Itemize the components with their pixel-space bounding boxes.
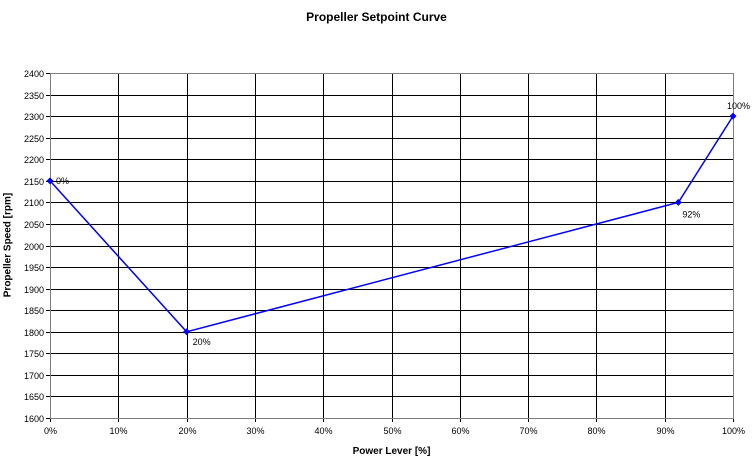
data-label: 100%: [727, 101, 750, 111]
data-point-marker: [46, 177, 54, 185]
y-axis-title: Propeller Speed [rpm]: [2, 192, 14, 298]
y-tick-label: 1650: [24, 392, 44, 402]
data-point-marker: [183, 328, 191, 336]
data-label: 20%: [193, 337, 211, 347]
y-tick-label: 1850: [24, 306, 44, 316]
x-tick-label: 0%: [44, 426, 57, 436]
y-tick-label: 1600: [24, 414, 44, 424]
data-point-marker: [729, 112, 737, 120]
y-tick-label: 1700: [24, 371, 44, 381]
x-tick-label: 80%: [587, 426, 605, 436]
plot-background: [50, 73, 733, 418]
data-label: 0%: [56, 176, 69, 186]
x-axis-title: Power Lever [%]: [352, 446, 431, 457]
x-tick-label: 30%: [246, 426, 264, 436]
plot-border: [50, 73, 734, 419]
y-tick-label: 2150: [24, 177, 44, 187]
x-tick-label: 50%: [383, 426, 401, 436]
y-tick-label: 2300: [24, 112, 44, 122]
y-tick-label: 2050: [24, 220, 44, 230]
chart-title: Propeller Setpoint Curve: [306, 10, 447, 24]
data-label: 92%: [682, 209, 700, 219]
x-tick-label: 70%: [519, 426, 537, 436]
y-tick-label: 2200: [24, 155, 44, 165]
x-tick-label: 90%: [656, 426, 674, 436]
y-tick-label: 1950: [24, 263, 44, 273]
y-tick-label: 2250: [24, 134, 44, 144]
y-tick-label: 2100: [24, 198, 44, 208]
y-tick-label: 1750: [24, 349, 44, 359]
x-tick-label: 10%: [109, 426, 127, 436]
data-point-marker: [674, 198, 682, 206]
y-tick-label: 1900: [24, 285, 44, 295]
x-tick-label: 20%: [178, 426, 196, 436]
x-tick-label: 40%: [314, 426, 332, 436]
y-tick-label: 1800: [24, 328, 44, 338]
y-tick-label: 2350: [24, 91, 44, 101]
x-tick-label: 100%: [722, 426, 745, 436]
series-line: [49, 115, 734, 333]
y-tick-label: 2000: [24, 242, 44, 252]
y-tick-label: 2400: [24, 69, 44, 79]
x-tick-label: 60%: [451, 426, 469, 436]
